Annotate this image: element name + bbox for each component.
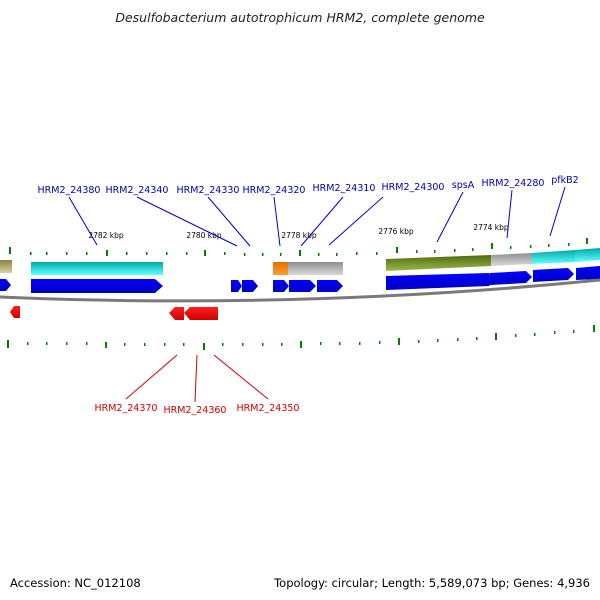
gene-label-plus: HRM2_24320: [243, 185, 306, 196]
genome-summary: Topology: circular; Length: 5,589,073 bp…: [274, 576, 590, 590]
cog-block-olive: [0, 260, 12, 273]
minus-strand-genes: [10, 306, 218, 320]
gene-arrow-plus: [289, 280, 316, 292]
gene-label-minus: HRM2_24360: [164, 405, 227, 416]
minus-label-leaders: [125, 354, 269, 403]
gene-arrow-plus: [242, 280, 258, 292]
gene-label-plus: HRM2_24300: [382, 182, 445, 193]
genome-backbone: [0, 278, 600, 303]
gene-arrow-plus: [490, 271, 532, 285]
gene-arrow-plus: [31, 279, 163, 293]
minus-gene-labels: HRM2_24370 HRM2_24360 HRM2_24350: [95, 403, 300, 416]
gene-arrow-minus: [208, 307, 218, 320]
gene-label-plus: HRM2_24310: [313, 183, 376, 194]
gene-label-minus: HRM2_24370: [95, 403, 158, 414]
tick-label-2780: 2780 kbp: [186, 231, 222, 240]
gene-label-plus: pfkB2: [551, 175, 578, 186]
tick-label-2774: 2774 kbp: [473, 223, 509, 232]
gene-label-minus: HRM2_24350: [237, 403, 300, 414]
plus-strand-genes: [0, 266, 600, 293]
gene-arrow-plus: [273, 280, 289, 292]
gene-arrow-plus: [386, 273, 495, 290]
tick-label-2782: 2782 kbp: [88, 231, 124, 240]
cog-block-gray: [288, 262, 343, 275]
gene-arrow-plus: [533, 268, 574, 282]
cog-block-cyan-2: [532, 250, 575, 264]
gene-arrow-minus: [169, 307, 184, 320]
cog-category-ring: [0, 248, 600, 275]
gene-arrow-plus: [317, 280, 343, 292]
gene-arrow-plus: [231, 280, 242, 292]
cog-block-green: [386, 255, 491, 271]
tick-label-2778: 2778 kbp: [281, 231, 317, 240]
plus-gene-labels: HRM2_24380 HRM2_24340 HRM2_24330 HRM2_24…: [38, 175, 579, 196]
inner-tick-row: [7, 325, 595, 350]
tick-label-2776: 2776 kbp: [378, 227, 414, 236]
cog-block-gray-2: [491, 253, 532, 266]
cog-block-cyan: [31, 262, 163, 275]
gene-label-plus: HRM2_24280: [482, 178, 545, 189]
gene-arrow-plus: [0, 279, 11, 291]
cog-block-orange: [273, 262, 288, 275]
gene-label-plus: HRM2_24380: [38, 185, 101, 196]
gene-arrow-minus: [10, 306, 20, 318]
gene-arrow-minus: [184, 307, 212, 320]
gene-arrow-plus: [576, 266, 600, 280]
gene-label-plus: HRM2_24340: [106, 185, 169, 196]
gene-label-plus: spsA: [452, 180, 475, 191]
gene-label-plus: HRM2_24330: [177, 185, 240, 196]
outer-tick-row: [9, 238, 588, 256]
plus-label-leaders: [68, 186, 566, 247]
cog-block-cyan-3: [575, 248, 600, 262]
map-title: Desulfobacterium autotrophicum HRM2, com…: [115, 10, 485, 25]
accession-label: Accession: NC_012108: [10, 576, 141, 590]
